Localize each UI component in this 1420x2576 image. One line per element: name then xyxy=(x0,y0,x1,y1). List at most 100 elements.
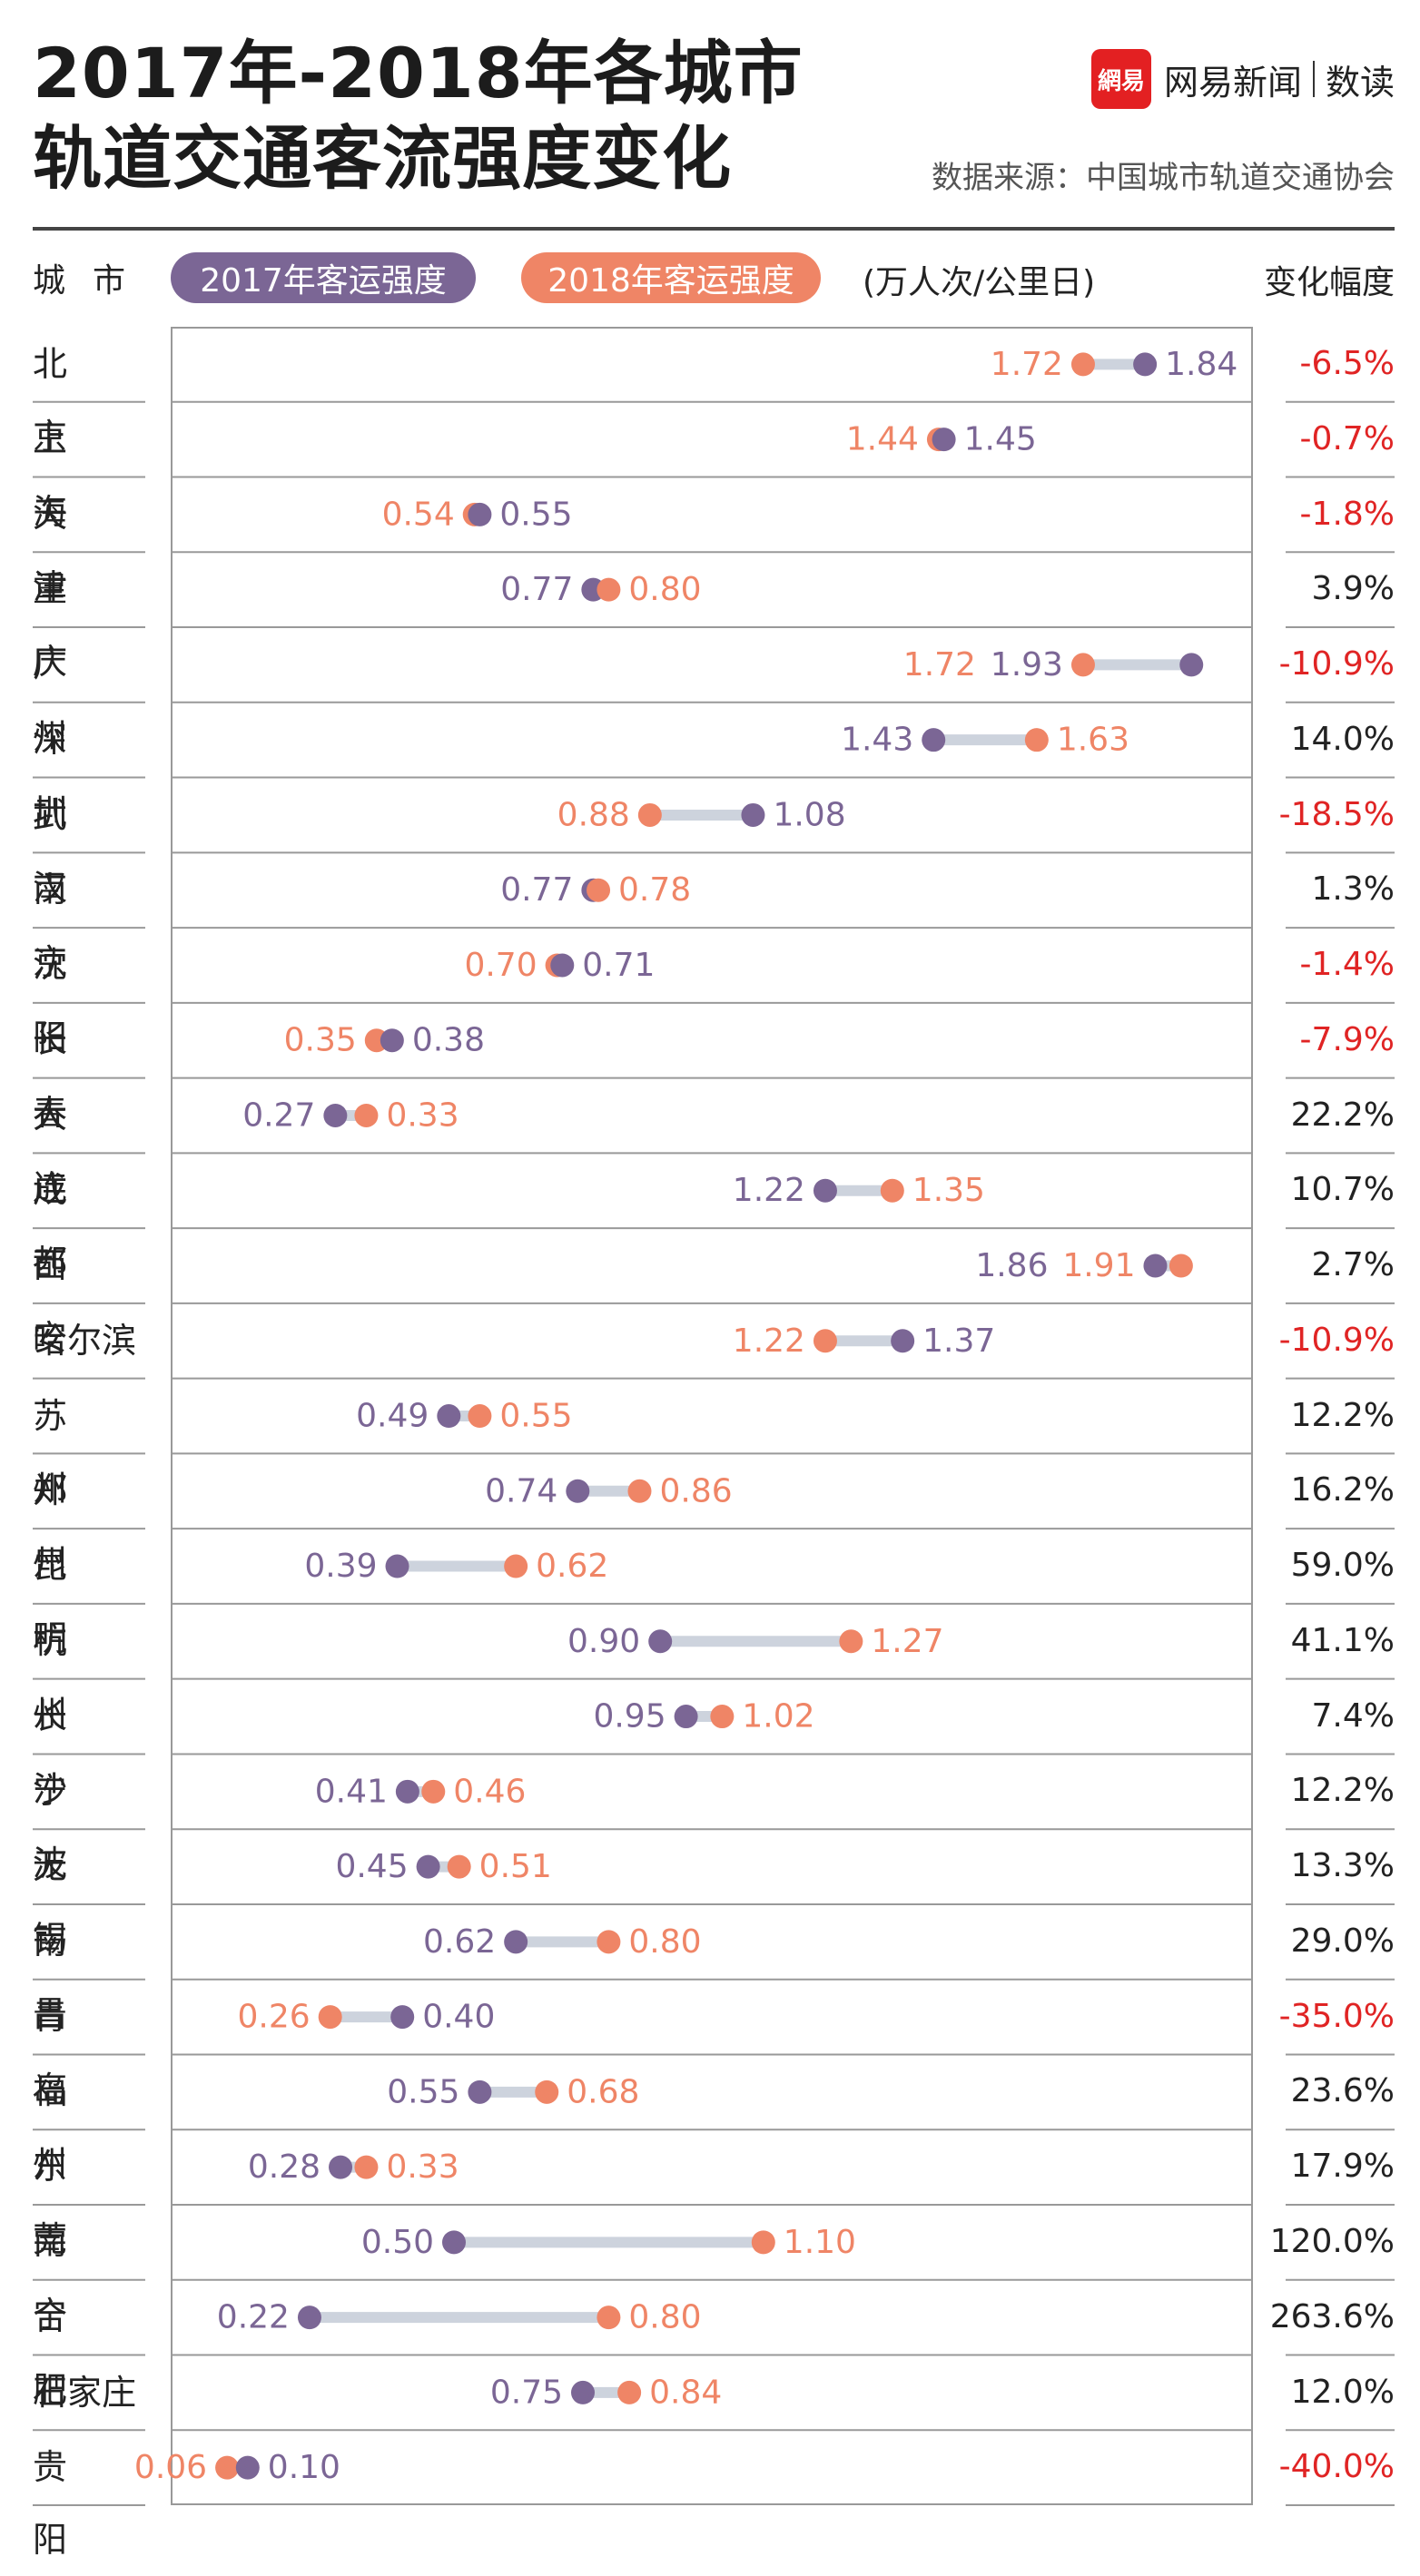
value-label-2018: 0.54 xyxy=(382,496,455,533)
value-label-2017: 1.08 xyxy=(773,796,845,833)
value-label-2017: 0.28 xyxy=(248,2148,320,2186)
dot-2017 xyxy=(813,1178,837,1203)
change-label: 12.0% xyxy=(1290,2373,1395,2411)
dot-2017 xyxy=(323,1103,348,1127)
city-label: 杭州 xyxy=(33,1620,95,1734)
dot-2018 xyxy=(468,1404,492,1429)
value-label-2018: 1.22 xyxy=(733,1322,805,1360)
dot-2018 xyxy=(839,1629,863,1654)
unit-label: (万人次/公里日) xyxy=(863,264,1096,301)
dot-2018 xyxy=(587,878,611,902)
city-label: 长沙 xyxy=(33,1696,95,1809)
city-label: 天津 xyxy=(33,494,95,607)
city-label: 无锡 xyxy=(33,1846,95,1960)
dot-2017 xyxy=(674,1705,698,1729)
dot-2018 xyxy=(1070,653,1095,677)
legend-2017: 2017年客运强度 xyxy=(171,252,476,303)
city-label: 武汉 xyxy=(33,794,95,908)
value-label-2017: 0.41 xyxy=(315,1773,388,1810)
value-label-2018: 0.68 xyxy=(567,2073,639,2110)
value-label-2017: 1.93 xyxy=(991,646,1063,683)
city-label: 石家庄 xyxy=(33,2372,137,2413)
value-label-2018: 1.63 xyxy=(1057,722,1129,759)
dot-2017 xyxy=(648,1629,673,1654)
legend-2018: 2018年客运强度 xyxy=(521,252,821,303)
city-label: 南京 xyxy=(33,870,95,983)
value-label-2017: 0.39 xyxy=(304,1548,377,1585)
dot-2017 xyxy=(468,2079,492,2104)
value-label-2017: 1.45 xyxy=(964,421,1037,458)
dot-2017 xyxy=(891,1329,915,1353)
change-label: -7.9% xyxy=(1299,1020,1395,1058)
title-divider xyxy=(33,227,1395,231)
value-label-2017: 0.50 xyxy=(361,2224,434,2261)
city-label: 苏州 xyxy=(33,1395,95,1509)
dot-2018 xyxy=(504,1554,528,1578)
value-label-2017: 0.27 xyxy=(242,1096,315,1134)
value-label-2018: 1.44 xyxy=(846,421,919,458)
change-label: 263.6% xyxy=(1269,2297,1395,2335)
dot-2017 xyxy=(932,428,956,452)
value-label-2017: 0.49 xyxy=(356,1398,429,1435)
value-label-2018: 0.84 xyxy=(649,2374,722,2411)
brand-section: 数读 xyxy=(1325,62,1395,103)
value-label-2017: 0.45 xyxy=(335,1848,408,1885)
value-label-2018: 0.55 xyxy=(499,1398,572,1435)
value-label-2018: 0.33 xyxy=(386,1096,459,1134)
city-label: 沈阳 xyxy=(33,945,95,1058)
value-label-2018: 0.51 xyxy=(479,1848,552,1885)
value-label-2018: 0.26 xyxy=(238,1999,311,2036)
dot-2017 xyxy=(1179,653,1204,677)
value-label-2017: 0.74 xyxy=(485,1472,557,1509)
dot-2018 xyxy=(597,1930,621,1954)
change-label: 13.3% xyxy=(1290,1847,1395,1885)
value-label-2017: 0.38 xyxy=(412,1022,485,1059)
city-label: 宁波 xyxy=(33,1771,95,1884)
city-label: 上海 xyxy=(33,418,95,532)
dot-2017 xyxy=(741,802,765,827)
plot-area xyxy=(171,327,1253,2505)
city-label: 东莞 xyxy=(33,2147,95,2260)
dot-2017 xyxy=(297,2306,321,2330)
change-label: -35.0% xyxy=(1278,1997,1395,2035)
value-label-2018: 0.70 xyxy=(464,947,537,984)
dot-2018 xyxy=(597,2306,621,2330)
city-label: 西安 xyxy=(33,1245,95,1359)
brand: 網易 网易新闻 数读 xyxy=(1090,47,1395,111)
change-label: 3.9% xyxy=(1311,570,1395,608)
change-label: 16.2% xyxy=(1290,1471,1395,1509)
change-label: -6.5% xyxy=(1299,345,1395,382)
change-label: 120.0% xyxy=(1269,2223,1395,2260)
value-label-2018: 0.62 xyxy=(536,1548,608,1585)
chart-title: 2017年-2018年各城市 轨道交通客流强度变化 xyxy=(33,31,804,202)
value-label-2018: 1.72 xyxy=(991,346,1063,383)
change-label: 59.0% xyxy=(1290,1547,1395,1585)
dot-2018 xyxy=(535,2079,559,2104)
city-label: 合肥 xyxy=(33,2296,95,2410)
value-label-2018: 1.02 xyxy=(742,1698,814,1735)
change-label: 1.3% xyxy=(1311,870,1395,909)
change-label: 29.0% xyxy=(1290,1922,1395,1960)
change-label: 22.2% xyxy=(1290,1096,1395,1134)
value-label-2018: 1.91 xyxy=(1062,1247,1135,1284)
dot-2018 xyxy=(1070,352,1095,377)
value-label-2017: 1.43 xyxy=(841,722,913,759)
value-label-2017: 0.22 xyxy=(217,2299,290,2336)
dot-2018 xyxy=(627,1479,652,1503)
dot-2017 xyxy=(390,2005,415,2030)
change-label: -40.0% xyxy=(1278,2448,1395,2486)
value-label-2017: 0.55 xyxy=(387,2073,459,2110)
dot-2018 xyxy=(637,802,662,827)
value-label-2017: 0.77 xyxy=(500,871,573,909)
change-label: 12.2% xyxy=(1290,1772,1395,1810)
change-label: -1.4% xyxy=(1299,946,1395,984)
change-label: 23.6% xyxy=(1290,2072,1395,2110)
change-label: -10.9% xyxy=(1278,1321,1395,1359)
dot-2017 xyxy=(395,1779,419,1804)
value-label-2018: 0.88 xyxy=(557,796,630,833)
value-label-2018: 0.46 xyxy=(453,1773,526,1810)
city-label: 重庆 xyxy=(33,569,95,683)
city-label: 成都 xyxy=(33,1170,95,1283)
dot-2018 xyxy=(354,1103,379,1127)
dot-2018 xyxy=(751,2230,775,2255)
